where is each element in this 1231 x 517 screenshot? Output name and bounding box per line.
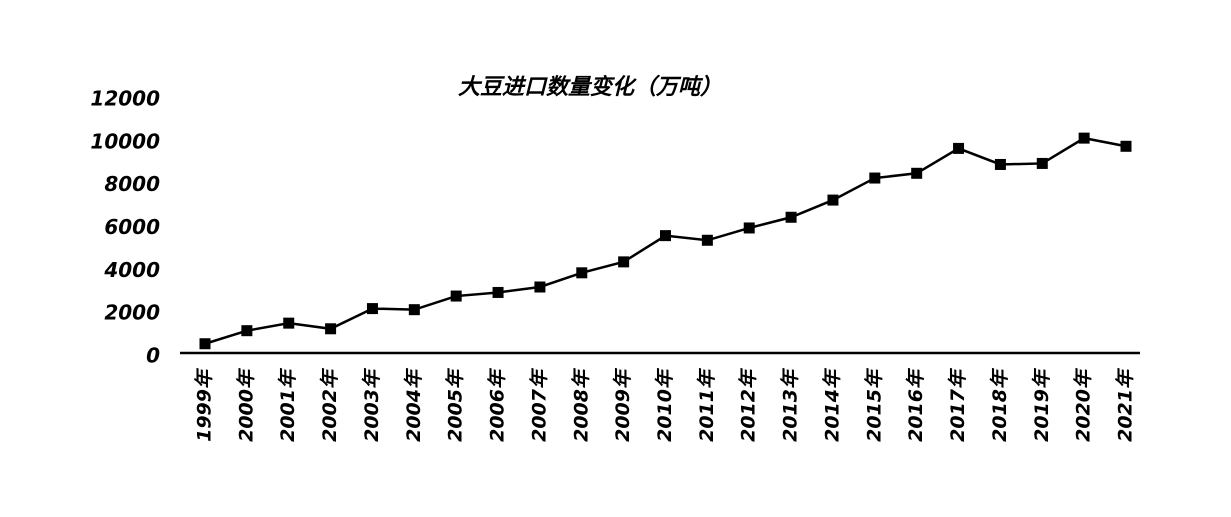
x-tick-label: 2019年 (1031, 367, 1053, 442)
point (492, 286, 504, 298)
point (701, 234, 713, 246)
point (1036, 157, 1048, 169)
x-tick-label: 2013年 (780, 367, 802, 442)
x-tick-label: 2005年 (445, 367, 467, 442)
point (994, 158, 1006, 170)
point (366, 303, 378, 315)
x-tick-label: 2006年 (487, 367, 509, 442)
point (1078, 132, 1090, 144)
x-tick-label: 2007年 (528, 367, 550, 442)
x-tick-label: 2014年 (821, 367, 843, 442)
x-tick-label: 2000年 (235, 367, 257, 442)
y-tick-label: 4000 (103, 258, 160, 282)
point (911, 167, 923, 179)
point (283, 317, 295, 329)
x-tick-label: 2015年 (863, 367, 885, 442)
x-tick-label: 2016年 (905, 367, 927, 442)
point (827, 194, 839, 206)
point (660, 230, 671, 242)
point (534, 281, 546, 293)
x-tick-label: 2003年 (361, 367, 383, 442)
point (199, 338, 211, 350)
x-tick-label: 1999年 (194, 367, 216, 442)
y-tick-label: 0 (146, 344, 160, 368)
point (241, 325, 253, 337)
x-tick-label: 2010年 (654, 367, 676, 442)
point (408, 304, 420, 316)
y-tick-label: 8000 (104, 172, 160, 196)
point (1120, 140, 1132, 152)
x-tick-label: 2020年 (1073, 367, 1095, 442)
x-tick-label: 2002年 (319, 367, 341, 442)
y-tick-label: 6000 (104, 215, 160, 239)
point (576, 267, 588, 279)
x-tick-label: 2012年 (738, 367, 760, 442)
point (785, 211, 797, 223)
x-tick-label: 2017年 (947, 367, 969, 442)
point (743, 222, 755, 234)
x-tick-label: 2004年 (403, 367, 425, 442)
x-tick-label: 2018年 (989, 367, 1011, 442)
x-tick-label: 2008年 (570, 367, 592, 442)
x-tick-label: 2009年 (612, 367, 634, 442)
chart-title: 大豆进口数量变化（万吨） (458, 74, 722, 100)
x-tick-label: 2001年 (277, 367, 299, 442)
y-tick-label: 12000 (90, 87, 160, 111)
x-tick-label: 2011年 (696, 367, 718, 442)
point (325, 323, 337, 335)
y-tick-label: 2000 (104, 301, 160, 325)
point (618, 256, 630, 268)
point (953, 142, 965, 154)
y-tick-label: 10000 (90, 129, 160, 153)
x-tick-label: 2021年 (1115, 367, 1137, 442)
point (450, 290, 462, 302)
point (869, 172, 881, 184)
